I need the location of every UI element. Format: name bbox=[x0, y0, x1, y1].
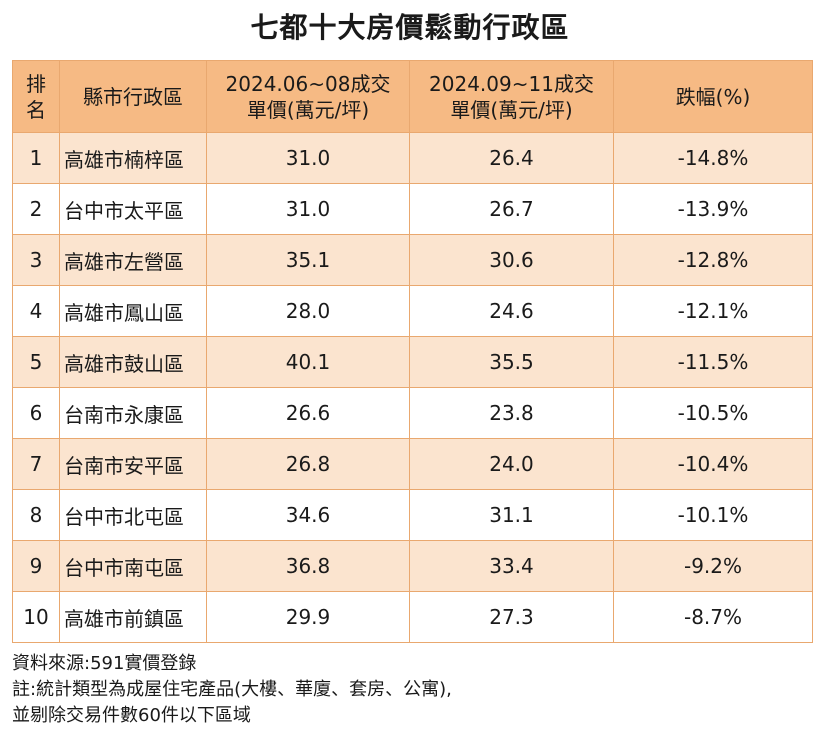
rank-cell: 2 bbox=[12, 183, 60, 235]
rank-cell: 7 bbox=[12, 438, 60, 490]
rank-cell: 3 bbox=[12, 234, 60, 286]
price1-cell: 40.1 bbox=[206, 336, 410, 388]
header-period1-line2: 單價(萬元/坪) bbox=[246, 97, 370, 122]
change-cell: -12.8% bbox=[613, 234, 813, 286]
change-cell: -11.5% bbox=[613, 336, 813, 388]
rank-cell: 8 bbox=[12, 489, 60, 541]
price1-cell: 26.8 bbox=[206, 438, 410, 490]
district-cell: 台中市太平區 bbox=[59, 183, 207, 235]
price1-cell: 35.1 bbox=[206, 234, 410, 286]
rank-cell: 5 bbox=[12, 336, 60, 388]
table-row: 1 高雄市楠梓區 31.0 26.4 -14.8% bbox=[12, 132, 813, 184]
price2-cell: 31.1 bbox=[409, 489, 614, 541]
district-cell: 台中市南屯區 bbox=[59, 540, 207, 592]
district-cell: 台中市北屯區 bbox=[59, 489, 207, 541]
header-rank: 排 名 bbox=[12, 60, 60, 133]
district-cell: 台南市永康區 bbox=[59, 387, 207, 439]
district-cell: 台南市安平區 bbox=[59, 438, 207, 490]
price-drop-table: 排 名 縣市行政區 2024.06~08成交 單價(萬元/坪) 2024.09~… bbox=[12, 60, 813, 643]
price2-cell: 26.7 bbox=[409, 183, 614, 235]
change-cell: -10.4% bbox=[613, 438, 813, 490]
header-period2-line1: 2024.09~11成交 bbox=[429, 71, 594, 96]
rank-cell: 9 bbox=[12, 540, 60, 592]
table-row: 3 高雄市左營區 35.1 30.6 -12.8% bbox=[12, 234, 813, 286]
price1-cell: 36.8 bbox=[206, 540, 410, 592]
table-row: 6 台南市永康區 26.6 23.8 -10.5% bbox=[12, 387, 813, 439]
price1-cell: 31.0 bbox=[206, 132, 410, 184]
price1-cell: 31.0 bbox=[206, 183, 410, 235]
price2-cell: 30.6 bbox=[409, 234, 614, 286]
rank-cell: 1 bbox=[12, 132, 60, 184]
header-period1-line1: 2024.06~08成交 bbox=[225, 71, 391, 96]
page-title: 七都十大房價鬆動行政區 bbox=[250, 11, 570, 44]
district-cell: 高雄市前鎮區 bbox=[59, 591, 207, 643]
price2-cell: 24.6 bbox=[409, 285, 614, 337]
source-note: 資料來源:591實價登錄 bbox=[12, 653, 197, 674]
change-cell: -9.2% bbox=[613, 540, 813, 592]
table-row: 9 台中市南屯區 36.8 33.4 -9.2% bbox=[12, 540, 813, 592]
header-change: 跌幅(%) bbox=[613, 60, 813, 133]
price2-cell: 26.4 bbox=[409, 132, 614, 184]
rank-cell: 4 bbox=[12, 285, 60, 337]
change-cell: -10.1% bbox=[613, 489, 813, 541]
header-rank-line2: 名 bbox=[26, 97, 46, 122]
price1-cell: 29.9 bbox=[206, 591, 410, 643]
table-row: 2 台中市太平區 31.0 26.7 -13.9% bbox=[12, 183, 813, 235]
header-rank-line1: 排 bbox=[26, 71, 46, 96]
district-cell: 高雄市鳳山區 bbox=[59, 285, 207, 337]
price2-cell: 24.0 bbox=[409, 438, 614, 490]
table-row: 5 高雄市鼓山區 40.1 35.5 -11.5% bbox=[12, 336, 813, 388]
district-cell: 高雄市楠梓區 bbox=[59, 132, 207, 184]
price1-cell: 34.6 bbox=[206, 489, 410, 541]
header-period2-line2: 單價(萬元/坪) bbox=[450, 97, 573, 122]
price2-cell: 35.5 bbox=[409, 336, 614, 388]
price1-cell: 28.0 bbox=[206, 285, 410, 337]
table-row: 10 高雄市前鎮區 29.9 27.3 -8.7% bbox=[12, 591, 813, 643]
change-cell: -8.7% bbox=[613, 591, 813, 643]
header-period2: 2024.09~11成交 單價(萬元/坪) bbox=[409, 60, 614, 133]
district-cell: 高雄市鼓山區 bbox=[59, 336, 207, 388]
change-cell: -12.1% bbox=[613, 285, 813, 337]
note-line-1: 註:統計類型為成屋住宅產品(大樓、華廈、套房、公寓), bbox=[12, 679, 452, 700]
footnotes: 資料來源:591實價登錄 註:統計類型為成屋住宅產品(大樓、華廈、套房、公寓),… bbox=[12, 651, 812, 729]
change-cell: -14.8% bbox=[613, 132, 813, 184]
header-district: 縣市行政區 bbox=[59, 60, 207, 133]
district-cell: 高雄市左營區 bbox=[59, 234, 207, 286]
table-row: 8 台中市北屯區 34.6 31.1 -10.1% bbox=[12, 489, 813, 541]
change-cell: -10.5% bbox=[613, 387, 813, 439]
note-line-2: 並剔除交易件數60件以下區域 bbox=[12, 705, 251, 726]
change-cell: -13.9% bbox=[613, 183, 813, 235]
header-period1: 2024.06~08成交 單價(萬元/坪) bbox=[206, 60, 410, 133]
table-row: 7 台南市安平區 26.8 24.0 -10.4% bbox=[12, 438, 813, 490]
price2-cell: 23.8 bbox=[409, 387, 614, 439]
price2-cell: 27.3 bbox=[409, 591, 614, 643]
price2-cell: 33.4 bbox=[409, 540, 614, 592]
table-header-row: 排 名 縣市行政區 2024.06~08成交 單價(萬元/坪) 2024.09~… bbox=[12, 60, 813, 133]
rank-cell: 10 bbox=[12, 591, 60, 643]
price1-cell: 26.6 bbox=[206, 387, 410, 439]
table-row: 4 高雄市鳳山區 28.0 24.6 -12.1% bbox=[12, 285, 813, 337]
rank-cell: 6 bbox=[12, 387, 60, 439]
